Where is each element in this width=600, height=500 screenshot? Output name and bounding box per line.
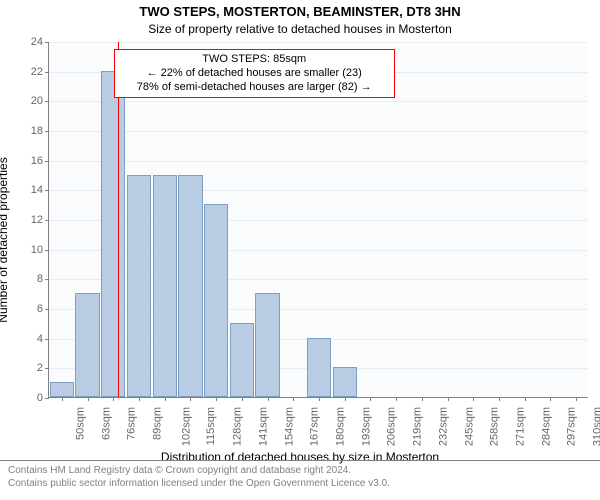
histogram-bar [50,382,74,397]
x-tick-mark [576,397,577,401]
histogram-bar [75,293,99,397]
x-tick-mark [293,397,294,401]
footer-line: Contains public sector information licen… [8,478,592,491]
histogram-bar [178,175,202,398]
x-tick-mark [190,397,191,401]
x-tick-mark [396,397,397,401]
x-tick-label: 180sqm [335,403,347,446]
y-tick-mark [45,131,49,132]
x-tick-mark [165,397,166,401]
x-tick-mark [473,397,474,401]
x-tick-label: 154sqm [283,403,295,446]
x-tick-mark [448,397,449,401]
y-tick-mark [45,250,49,251]
y-tick-mark [45,220,49,221]
x-tick-mark [88,397,89,401]
x-tick-label: 50sqm [74,403,86,440]
x-tick-label: 167sqm [309,403,321,446]
x-tick-mark [525,397,526,401]
x-tick-mark [242,397,243,401]
y-tick-mark [45,161,49,162]
histogram-bar [127,175,151,398]
histogram-bar [204,204,228,397]
y-tick-mark [45,42,49,43]
attribution-footer: Contains HM Land Registry data © Crown c… [0,460,600,490]
y-tick-mark [45,190,49,191]
x-tick-label: 115sqm [206,403,218,445]
x-tick-label: 310sqm [592,403,600,446]
histogram-bar [230,323,254,397]
x-tick-label: 245sqm [463,403,475,446]
histogram-bar [255,293,279,397]
x-tick-label: 206sqm [386,403,398,446]
annotation-box: TWO STEPS: 85sqm← 22% of detached houses… [114,49,395,98]
plot-area: 02468101214161820222450sqm63sqm76sqm89sq… [48,42,588,398]
histogram-bar [333,367,357,397]
histogram-bar [101,71,125,397]
y-tick-mark [45,368,49,369]
x-tick-label: 297sqm [566,403,578,446]
footer-line: Contains HM Land Registry data © Crown c… [8,465,592,478]
gridline [49,101,588,102]
x-tick-mark [370,397,371,401]
y-tick-mark [45,101,49,102]
x-tick-label: 89sqm [152,403,164,440]
gridline [49,131,588,132]
x-tick-label: 76sqm [126,403,138,440]
histogram-bar [307,338,331,397]
x-tick-mark [550,397,551,401]
y-tick-mark [45,279,49,280]
x-tick-mark [422,397,423,401]
x-tick-mark [216,397,217,401]
x-tick-label: 232sqm [437,403,449,446]
histogram-bar [153,175,177,398]
y-tick-mark [45,309,49,310]
x-tick-label: 219sqm [412,403,424,446]
x-tick-mark [139,397,140,401]
x-tick-mark [62,397,63,401]
annotation-line: 78% of semi-detached houses are larger (… [121,81,388,95]
x-tick-mark [268,397,269,401]
x-tick-label: 258sqm [489,403,501,446]
x-tick-mark [113,397,114,401]
x-tick-label: 193sqm [360,403,372,446]
x-tick-label: 128sqm [232,403,244,446]
x-tick-label: 102sqm [180,403,192,446]
x-tick-label: 271sqm [515,403,527,446]
y-tick-mark [45,72,49,73]
y-axis-label: Number of detached properties [0,75,10,240]
chart-subtitle: Size of property relative to detached ho… [0,22,600,36]
x-tick-label: 141sqm [257,403,269,446]
x-tick-mark [319,397,320,401]
chart-title: TWO STEPS, MOSTERTON, BEAMINSTER, DT8 3H… [0,4,600,19]
annotation-line: ← 22% of detached houses are smaller (23… [121,67,388,81]
x-tick-mark [345,397,346,401]
x-tick-label: 63sqm [100,403,112,440]
y-tick-mark [45,339,49,340]
y-tick-mark [45,398,49,399]
annotation-line: TWO STEPS: 85sqm [121,53,388,67]
x-tick-mark [499,397,500,401]
gridline [49,42,588,43]
x-tick-label: 284sqm [540,403,552,446]
gridline [49,161,588,162]
